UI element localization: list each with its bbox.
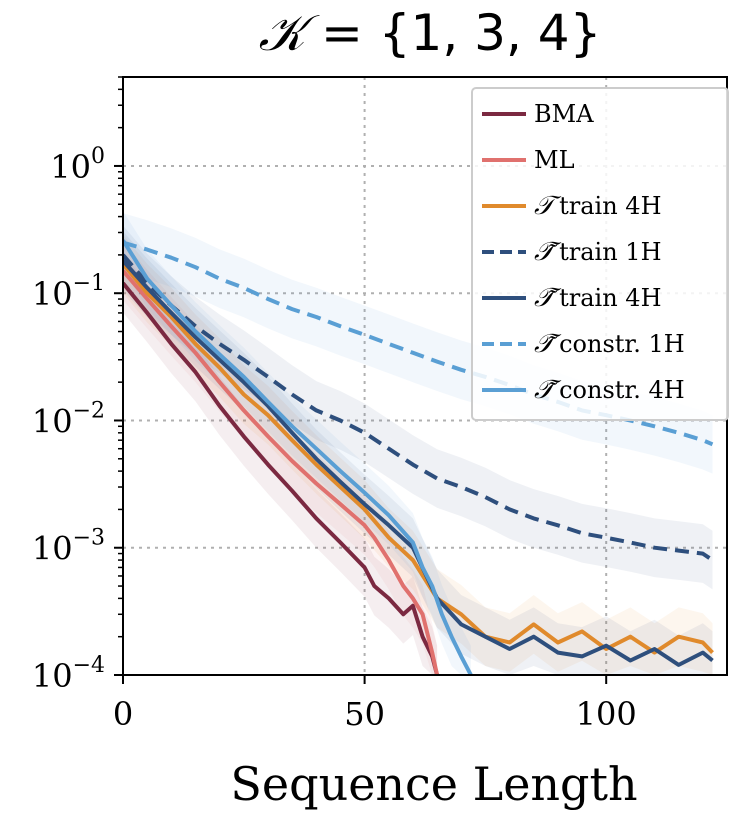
- ticks-layer: 0 50 100 100 10−1 10−2 10−3 10−4: [32, 76, 637, 733]
- confidence-band: [123, 231, 713, 675]
- legend-label: 𝒯̃ train 1H: [534, 237, 662, 267]
- legend: BMA ML 𝒯 train 4H 𝒯̃ train 1H 𝒯̃ train 4H 𝒯̃ …: [471, 87, 729, 421]
- y-tick-label: 10−2: [32, 398, 105, 440]
- legend-label: ML: [534, 146, 575, 174]
- legend-label: 𝒯̃ constr. 1H: [534, 329, 685, 359]
- legend-label: 𝒯̃ train 4H: [534, 283, 662, 313]
- series-line: [123, 253, 714, 562]
- legend-label: 𝒯̃ constr. 4H: [534, 375, 685, 405]
- x-tick-label: 0: [113, 695, 133, 733]
- y-tick-label: 10−3: [32, 526, 105, 568]
- chart-title-rest: = {1, 3, 4}: [305, 4, 601, 62]
- x-tick-label: 100: [576, 695, 637, 733]
- series-line: [123, 262, 714, 655]
- y-tick-label: 10−1: [32, 271, 105, 313]
- legend-box: [471, 87, 729, 421]
- y-tick-label: 10−4: [32, 653, 105, 695]
- legend-label: 𝒯 train 4H: [534, 191, 662, 221]
- x-axis-title: Sequence Length: [230, 757, 637, 811]
- series-line: [123, 281, 440, 675]
- x-tick-label: 50: [344, 695, 385, 733]
- series-line: [123, 239, 473, 675]
- series-line: [123, 269, 440, 675]
- y-tick-label: 100: [50, 144, 105, 186]
- confidence-band: [123, 225, 713, 590]
- legend-label: BMA: [534, 100, 594, 128]
- chart-title: 𝒦 = {1, 3, 4}: [259, 4, 602, 62]
- confidence-band: [123, 234, 713, 675]
